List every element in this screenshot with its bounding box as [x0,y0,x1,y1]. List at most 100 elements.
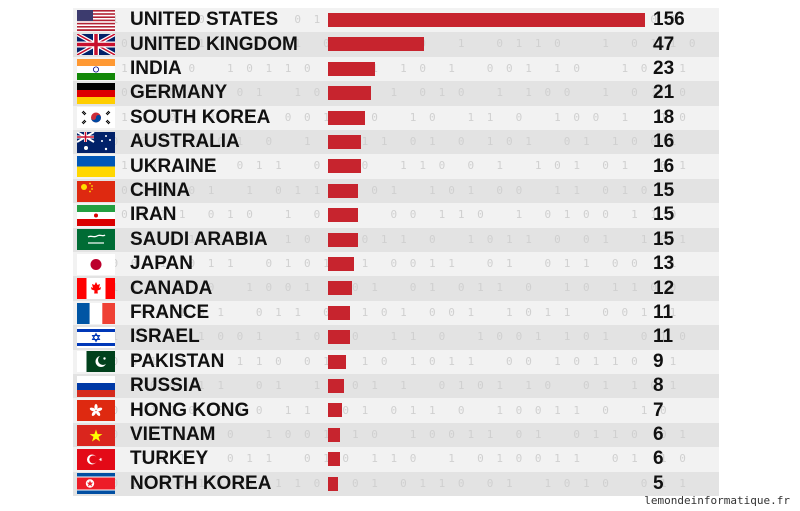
russia-flag-icon [77,375,115,397]
category-label: INDIA [130,58,182,79]
value-label: 8 [653,375,664,397]
source-watermark: lemondeinformatique.fr [644,494,790,507]
bar-united-states [328,13,645,27]
china-flag-icon [77,180,115,202]
bar-france [328,305,351,320]
bar-canada [328,281,353,296]
row-stripe [73,252,719,277]
category-label: TURKEY [130,448,209,470]
value-label: 6 [653,424,664,445]
north-korea-flag-icon [77,473,115,495]
bar-united-kingdom [328,37,424,52]
category-label: CHINA [130,180,191,201]
row-stripe [73,276,719,301]
category-label: ISRAEL [130,326,200,348]
row-stripe [73,398,719,423]
value-label: 13 [653,253,675,275]
value-label: 15 [653,204,675,226]
category-label: GERMANY [130,82,228,104]
france-flag-icon [77,302,115,324]
row-stripe [73,325,719,350]
chart-panel: 0 1 1 1 0 1 0 1 0 1 1 0 1 1 0 0 1 1 0 1 … [73,8,719,508]
germany-flag-icon [77,82,115,104]
south-korea-flag-icon [77,107,115,129]
bar-india [328,61,375,76]
row-stripe [73,178,719,204]
value-label: 5 [653,472,664,494]
value-label: 47 [653,33,675,55]
category-label: RUSSIA [130,375,202,397]
bar-south-korea [328,110,365,125]
bar-china [328,183,359,198]
bar-saudi-arabia [328,232,359,247]
bar-pakistan [328,354,347,369]
row-stripe [73,227,719,252]
pakistan-flag-icon [77,351,115,373]
value-label: 18 [653,106,675,128]
bar-russia [328,379,345,393]
row-stripe [73,203,719,228]
category-label: VIETNAM [130,424,216,445]
category-label: FRANCE [130,302,210,323]
canada-flag-icon [77,278,115,300]
row-stripe [73,154,719,179]
turkey-flag-icon [77,448,115,470]
row-stripe [73,374,719,399]
row-stripe [73,105,719,130]
category-label: AUSTRALIA [130,131,240,153]
row-stripe [73,471,719,496]
bar-ukraine [328,159,361,174]
value-label: 12 [653,277,675,299]
category-label: IRAN [130,204,177,226]
category-label: UKRAINE [130,155,217,177]
row-stripe [73,56,719,82]
bar-japan [328,257,355,271]
value-label: 15 [653,228,675,250]
category-label: CANADA [130,277,213,299]
uk-flag-icon [77,34,115,56]
bar-israel [328,330,351,345]
row-stripe [73,300,719,326]
bar-iran [328,208,359,223]
category-label: UNITED KINGDOM [130,33,298,55]
value-label: 11 [653,302,674,323]
category-label: SOUTH KOREA [130,106,271,128]
value-label: 21 [653,82,675,104]
india-flag-icon [77,58,115,80]
bar-turkey [328,452,341,467]
value-label: 156 [653,9,685,31]
value-label: 9 [653,350,664,372]
row-stripe [73,447,719,472]
bar-vietnam [328,427,341,442]
us-flag-icon [77,9,115,31]
category-label: JAPAN [130,253,193,275]
ukraine-flag-icon [77,156,115,178]
bar-australia [328,135,361,149]
iran-flag-icon [77,204,115,226]
value-label: 15 [653,180,675,201]
value-label: 16 [653,155,675,177]
category-label: PAKISTAN [130,350,225,372]
israel-flag-icon [77,326,115,348]
value-label: 6 [653,448,664,470]
row-stripe [73,422,719,448]
hong-kong-flag-icon [77,400,115,422]
bar-north-korea [328,476,339,491]
row-stripe [73,81,719,106]
category-label: SAUDI ARABIA [130,228,268,250]
row-stripe [73,349,719,374]
category-label: HONG KONG [130,399,250,421]
japan-flag-icon [77,253,115,275]
value-label: 16 [653,131,675,153]
bar-germany [328,86,371,101]
saudi-arabia-flag-icon [77,229,115,251]
vietnam-flag-icon [77,424,115,446]
row-stripe [73,130,719,155]
australia-flag-icon [77,131,115,153]
value-label: 11 [653,326,674,348]
bar-hong-kong [328,403,343,418]
value-label: 23 [653,58,675,79]
category-label: UNITED STATES [130,9,279,31]
value-label: 7 [653,399,664,421]
category-label: NORTH KOREA [130,472,272,494]
